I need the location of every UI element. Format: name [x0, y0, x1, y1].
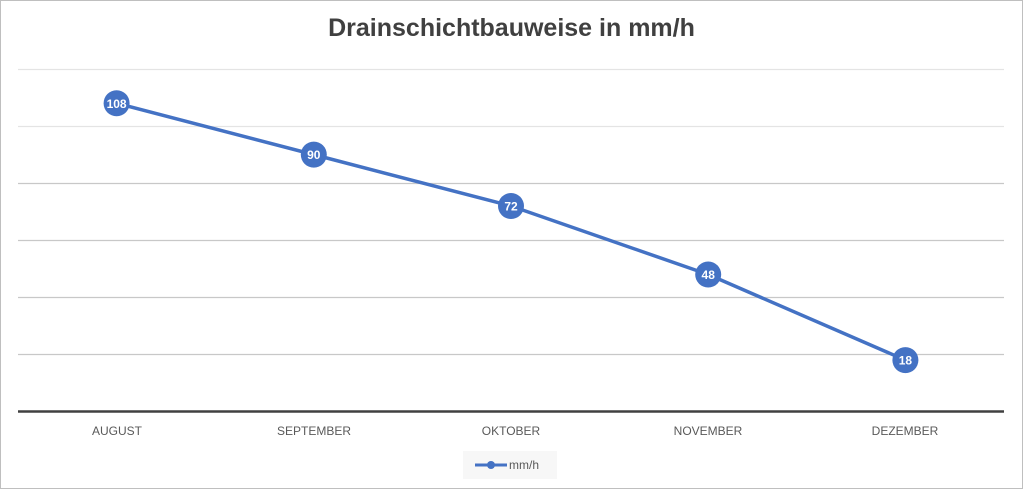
- series-line-mm-h: [116, 101, 907, 362]
- data-label: 18: [899, 354, 913, 368]
- data-point: 48: [695, 261, 722, 288]
- x-label-november: NOVEMBER: [673, 424, 743, 438]
- data-point: 108: [103, 90, 130, 117]
- data-label: 90: [307, 148, 321, 162]
- data-label: 108: [107, 97, 127, 111]
- data-markers: 108 90 72 48 18: [103, 90, 919, 374]
- data-point: 18: [892, 347, 919, 374]
- data-label: 72: [504, 200, 518, 214]
- chart-title: Drainschichtbauweise in mm/h: [328, 14, 695, 42]
- data-label: 48: [702, 268, 716, 282]
- x-label-august: AUGUST: [91, 424, 142, 438]
- x-label-oktober: OKTOBER: [481, 424, 541, 438]
- data-point: 90: [300, 141, 327, 168]
- gridlines: [18, 68, 1004, 356]
- data-point: 72: [498, 193, 524, 219]
- x-label-september: SEPTEMBER: [276, 424, 351, 438]
- legend-line-marker-icon: [475, 461, 507, 469]
- legend-label: mm/h: [509, 458, 539, 472]
- x-label-dezember: DEZEMBER: [871, 424, 939, 438]
- legend[interactable]: mm/h: [463, 451, 557, 479]
